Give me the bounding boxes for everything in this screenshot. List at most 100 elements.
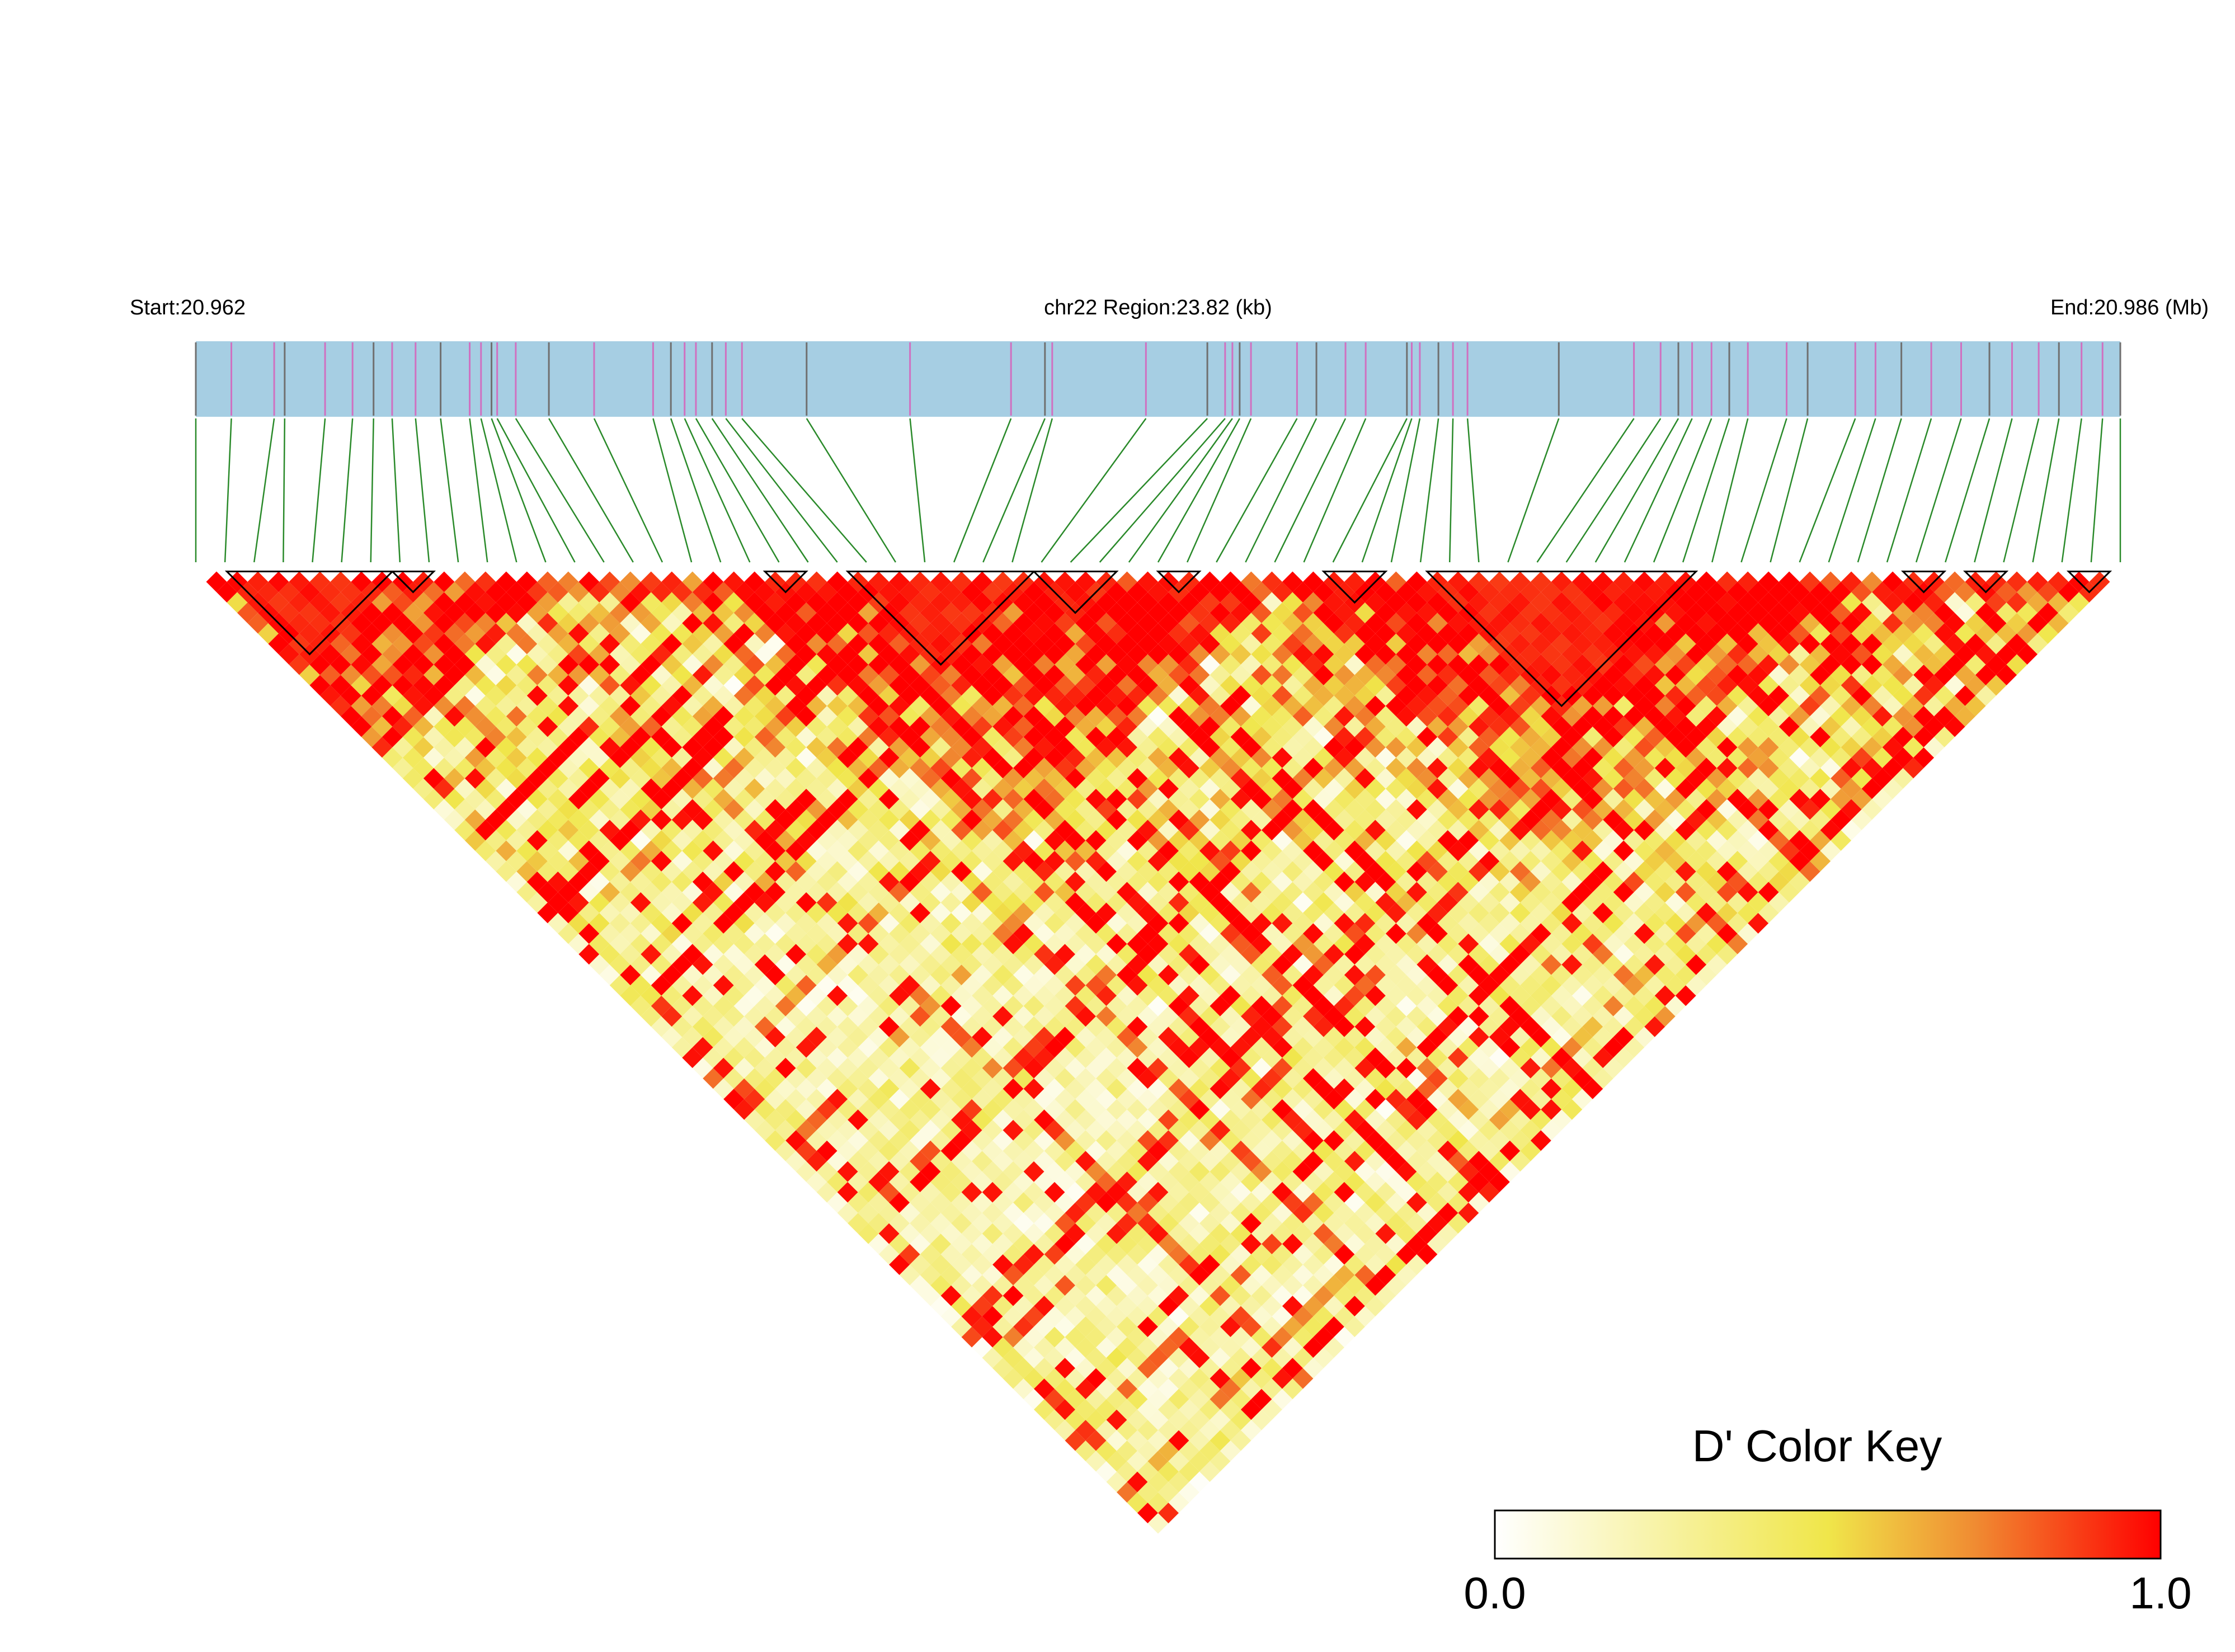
snp-connector [1303,418,1367,563]
snp-connector [711,418,809,563]
ld-block-outline [1963,571,2009,594]
ld-cell [1023,1347,1044,1368]
snp-connector [1216,418,1298,563]
snp-connector [1011,418,1053,563]
ld-cell [1023,1389,1044,1410]
snp-connector [1070,418,1208,563]
ld-cell [1385,1068,1406,1089]
ld-block-outline [1425,571,1698,708]
ld-cell [1385,716,1406,737]
ld-cell [785,695,807,717]
ld-cell [558,861,579,882]
snp-connector [1466,418,1480,563]
snp-connector [491,418,547,563]
snp-connector [224,418,232,563]
snp-connector [1041,418,1147,563]
snp-connector [1857,418,1902,563]
ld-cell [1023,1306,1044,1327]
snp-connector [1828,418,1876,563]
ld-cell [1023,871,1044,892]
ld-cell [785,799,807,820]
ld-cell [785,757,807,779]
snp-connector [2090,418,2104,563]
ld-cell [1861,571,1883,592]
ld-cell [485,768,506,789]
snp-connector [1915,418,1962,563]
ld-block-outline [1156,571,1202,594]
ld-cell [785,737,807,758]
snp-connector [1711,418,1749,563]
ld-cell [485,850,506,872]
ld-cell [1861,654,1883,675]
snp-connector [652,418,693,563]
ld-cell [1385,1109,1406,1131]
snp-connector [982,418,1046,563]
ld-cell [1023,1223,1044,1244]
ld-cell [1023,1099,1044,1120]
snp-connector [1507,418,1560,563]
ld-cell [485,582,506,603]
ld-cell [1385,695,1406,717]
ld-cell [558,778,579,799]
ld-cell [485,623,506,644]
color-key-bar [1494,1509,2162,1560]
ld-cell [268,571,289,592]
ld-cell [1385,923,1406,944]
snp-connector [370,418,374,563]
ld-cell [1023,954,1044,975]
ld-cell [1385,778,1406,799]
ld-cell [485,830,506,851]
ld-cell [785,778,807,799]
ld-cell [558,737,579,758]
ld-cell [785,675,807,696]
gene-track [196,341,2120,417]
ld-cell [558,571,579,592]
ld-cell [785,840,807,862]
ld-cell [558,675,579,696]
ld-cell [558,716,579,737]
ld-cell [1023,768,1044,789]
ld-cell [1385,799,1406,820]
ld-cell [1023,1285,1044,1306]
ld-cell [1023,995,1044,1016]
snp-connector [1390,418,1421,563]
snp-connector [1274,418,1347,563]
ld-cell [1023,1037,1044,1058]
ld-cell [1385,1192,1406,1213]
ld-cell [1385,757,1406,779]
snp-connector [469,418,488,563]
ld-cell [785,1068,807,1089]
ld-cell [1385,1213,1406,1234]
ld-cell [558,840,579,862]
ld-cell [1965,695,1986,717]
snp-connector [1594,418,1679,563]
region-title: chr22 Region:23.82 (kb) [1044,296,1272,319]
snp-ticks [195,342,2121,416]
ld-block-outline [1900,571,1947,594]
snp-connector [1419,418,1439,563]
color-key-min-label: 0.0 [1464,1568,1526,1618]
ld-block-outline [763,571,808,594]
ld-cell [558,882,579,903]
snp-connector [684,418,751,563]
ld-cell [268,592,289,613]
ld-cell [1385,737,1406,758]
ld-cell [1385,571,1406,592]
ld-cell [361,643,382,665]
ld-cell [1727,933,1748,954]
ld-block-outlines [224,571,2112,708]
ld-cell [1023,1057,1044,1079]
snp-connector [1799,418,1856,563]
ld-cell [785,1109,807,1131]
ld-cell [785,902,807,924]
ld-cell [785,882,807,903]
snp-connector [2061,418,2082,563]
snp-connector [1332,418,1408,563]
snp-connector [515,418,605,563]
snp-connector [1128,418,1233,563]
region-end-label: End:20.986 (Mb) [2050,296,2209,319]
ld-cell [485,664,506,685]
snp-connector [1974,418,2013,563]
ld-cell [361,705,382,727]
ld-cell [485,602,506,623]
